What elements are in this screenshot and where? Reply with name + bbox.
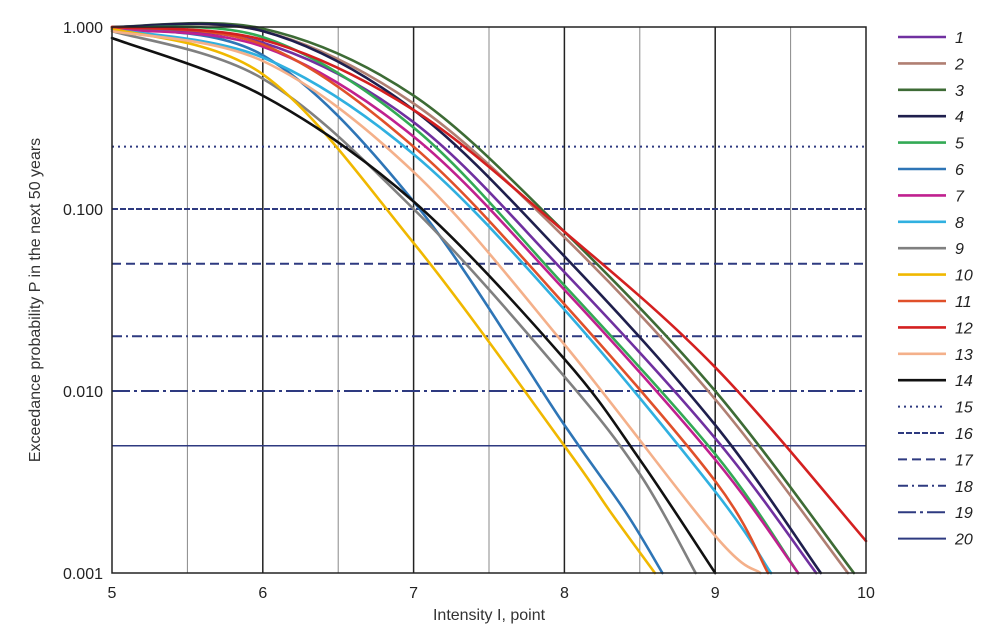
- x-tick-label: 8: [560, 585, 569, 602]
- legend-label-6: 6: [955, 162, 964, 179]
- y-tick-label: 0.100: [63, 202, 103, 219]
- plot-border: [111, 26, 867, 574]
- x-tick-label: 6: [258, 585, 267, 602]
- series-line-11: [110, 25, 770, 575]
- legend-label-5: 5: [955, 136, 964, 153]
- series-line-4: [110, 22, 823, 575]
- legend-label-2: 2: [954, 56, 964, 73]
- series-lines: [110, 21, 868, 575]
- y-tick-label: 0.001: [63, 566, 103, 583]
- series-line-5: [110, 25, 800, 575]
- legend-label-13: 13: [955, 347, 973, 364]
- series-line-14: [110, 36, 717, 575]
- series-line-10: [110, 27, 657, 575]
- y-tick-label: 1.000: [63, 20, 103, 37]
- x-tick-labels: 5 6 7 8 9 10: [108, 585, 875, 602]
- legend-label-19: 19: [955, 505, 973, 522]
- legend-label-20: 20: [954, 532, 973, 549]
- series-line-12: [110, 25, 868, 543]
- series-line-6: [110, 26, 664, 575]
- x-tick-label: 5: [108, 585, 117, 602]
- y-tick-labels: 1.000 0.100 0.010 0.001: [63, 20, 103, 583]
- legend-label-15: 15: [955, 400, 973, 417]
- series-line-8: [110, 28, 773, 575]
- legend-label-3: 3: [955, 83, 964, 100]
- series-line-7: [110, 28, 800, 575]
- legend-label-7: 7: [955, 188, 965, 205]
- legend-label-12: 12: [955, 320, 973, 337]
- legend-label-8: 8: [955, 215, 964, 232]
- series-line-13: [110, 29, 762, 575]
- y-axis-title: Exceedance probability P in the next 50 …: [27, 138, 44, 462]
- legend-label-4: 4: [955, 109, 964, 126]
- legend-label-1: 1: [955, 30, 964, 47]
- grid: [186, 27, 792, 573]
- series-line-9: [110, 29, 697, 575]
- x-tick-label: 9: [711, 585, 720, 602]
- legend-label-9: 9: [955, 241, 964, 258]
- x-tick-label: 7: [409, 585, 418, 602]
- legend-label-11: 11: [955, 294, 972, 311]
- x-tick-label: 10: [857, 585, 875, 602]
- legend-label-18: 18: [955, 479, 973, 496]
- series-line-3: [110, 21, 856, 575]
- legend-label-17: 17: [955, 452, 974, 469]
- legend-label-10: 10: [955, 268, 973, 285]
- legend-label-14: 14: [955, 373, 973, 390]
- legend-label-16: 16: [955, 426, 973, 443]
- y-tick-label: 0.010: [63, 384, 103, 401]
- x-axis-title: Intensity I, point: [433, 607, 546, 624]
